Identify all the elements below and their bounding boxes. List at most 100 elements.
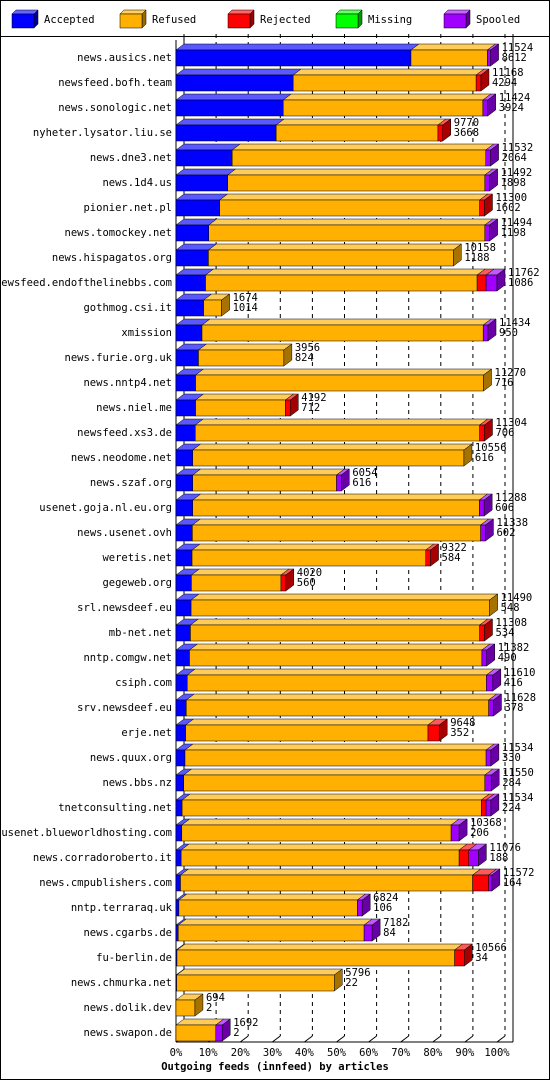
bar-segment [485, 799, 492, 817]
bar-segment [198, 349, 285, 367]
bar [175, 193, 494, 217]
bar-label-total: 11308 [495, 617, 527, 629]
bar-label-accepted: 378 [504, 702, 523, 714]
bar-label-accepted: 616 [352, 477, 371, 489]
bar-label-accepted: 106 [373, 902, 392, 914]
bar-top [175, 193, 229, 201]
bar-label-accepted: 8612 [502, 52, 527, 64]
bar-segment [208, 249, 454, 267]
bar [175, 1018, 231, 1042]
bar-side [487, 318, 497, 342]
legend-label: Missing [368, 14, 412, 26]
bar-top [177, 918, 373, 926]
bar-segment [175, 999, 196, 1017]
category-label: usenet.goja.nl.eu.org [39, 502, 172, 514]
bar-label-total: 11572 [503, 867, 535, 879]
bar-segment [175, 149, 233, 167]
bar-label-total: 11338 [496, 517, 528, 529]
bar-label-total: 11494 [501, 217, 533, 229]
bar-side [290, 393, 299, 417]
category-label: news.swapon.de [83, 1027, 172, 1039]
bar-segment [450, 824, 460, 842]
bar-side [478, 843, 487, 867]
bar-label-accepted: 616 [475, 452, 494, 464]
category-label: csiph.com [115, 677, 172, 689]
bar-side [496, 268, 506, 292]
bar-segment [175, 899, 180, 917]
bar-label-total: 10556 [475, 442, 507, 454]
bar [175, 168, 499, 192]
bar [175, 793, 500, 817]
bar-label-accepted: 706 [495, 427, 514, 439]
bar-top [201, 318, 492, 326]
bar-segment [175, 74, 294, 92]
bar [175, 118, 452, 142]
bar-segment [175, 499, 193, 517]
bar-segment [175, 424, 196, 442]
bar-top [176, 943, 464, 951]
bar-segment [195, 399, 286, 417]
legend-top [443, 9, 471, 15]
bar-segment [175, 824, 183, 842]
bar-segment [175, 324, 203, 342]
bar-segment [484, 174, 490, 192]
bar-segment [191, 574, 282, 592]
bar-label-accepted: 2064 [502, 152, 527, 164]
bar-label-total: 11628 [504, 692, 536, 704]
bar-segment [175, 174, 228, 192]
bar-segment [484, 224, 490, 242]
bar-top [191, 543, 435, 551]
category-label: mb-net.net [109, 627, 172, 639]
bar [175, 418, 494, 442]
bar-segment [292, 74, 477, 92]
bar-segment [175, 599, 192, 617]
bar-label-accepted: 416 [504, 677, 523, 689]
legend-label: Spooled [476, 14, 520, 26]
bar-label-total: 11534 [502, 742, 534, 754]
bar-label-total: 3956 [295, 342, 320, 354]
bar-segment [479, 624, 485, 642]
bar-top [194, 368, 493, 376]
bar-segment [480, 524, 486, 542]
bar-top [175, 968, 344, 976]
category-label: erje.net [121, 727, 172, 739]
bar-label-accepted: 206 [470, 827, 489, 839]
category-label: news.szaf.org [90, 477, 172, 489]
bar-top [194, 418, 489, 426]
bar-segment [468, 849, 479, 867]
x-tick-label: 20% [231, 1047, 251, 1059]
bar-top [188, 643, 491, 651]
bar-top [175, 43, 420, 51]
bar-segment [472, 874, 489, 892]
category-label: srv.newsdeef.eu [77, 702, 172, 714]
bar-segment [192, 474, 337, 492]
bar-segment [410, 49, 488, 67]
category-label: news.ausics.net [77, 52, 172, 64]
bar-label-accepted: 1898 [501, 177, 526, 189]
category-label: news.corradoroberto.it [33, 852, 172, 864]
bar [175, 768, 500, 792]
bar-segment [180, 874, 473, 892]
bar-segment [183, 774, 486, 792]
bar-side [480, 68, 490, 92]
legend-swatch [443, 13, 467, 29]
bar-top [292, 68, 485, 76]
bar-label-total: 1692 [233, 1017, 258, 1029]
bar-top [226, 168, 494, 176]
bar-side [486, 643, 495, 667]
bar [175, 93, 497, 117]
bar [175, 243, 463, 267]
bar-top [197, 343, 293, 351]
bar-top [191, 443, 473, 451]
bar-segment [175, 99, 284, 117]
bar-label-total: 4020 [297, 567, 322, 579]
bar-label-total: 694 [206, 992, 225, 1004]
bar-segment [192, 524, 481, 542]
bar-segment [186, 699, 489, 717]
bar-side [453, 243, 462, 267]
x-tick-label: 100% [484, 1047, 510, 1059]
bar-segment [458, 849, 470, 867]
bar-label-total: 11300 [495, 192, 527, 204]
bar-top [184, 743, 495, 751]
